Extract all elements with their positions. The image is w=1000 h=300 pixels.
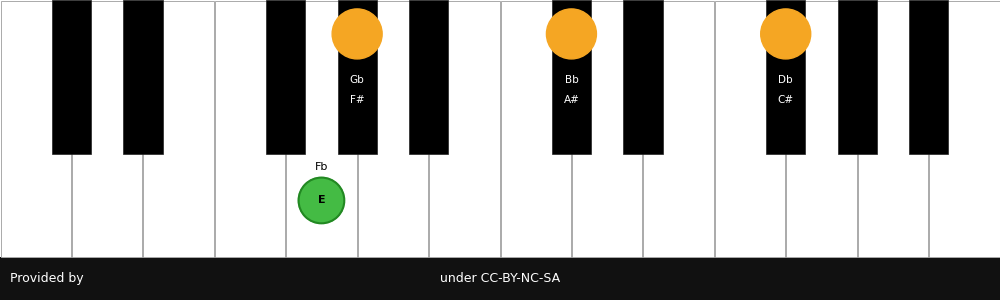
Bar	[552, 0, 591, 154]
Bar	[838, 0, 877, 154]
Text: A#: A#	[563, 95, 579, 105]
Text: Provided by: Provided by	[10, 272, 84, 285]
Bar	[266, 0, 305, 154]
Bar	[0, 1, 71, 257]
Bar	[786, 1, 857, 257]
Text: C#: C#	[778, 95, 794, 105]
Text: F#: F#	[350, 95, 364, 105]
Bar	[123, 0, 162, 154]
Bar	[715, 1, 785, 257]
Text: Gb: Gb	[350, 75, 365, 85]
Text: Db: Db	[778, 75, 793, 85]
Bar	[409, 0, 448, 154]
Bar	[429, 1, 500, 257]
Text: Bb: Bb	[565, 75, 578, 85]
Bar	[501, 1, 571, 257]
Bar	[52, 0, 91, 154]
Bar	[358, 1, 428, 257]
Bar	[766, 0, 805, 154]
Bar	[858, 1, 928, 257]
Text: E: E	[318, 196, 325, 206]
Bar	[572, 1, 642, 257]
Text: Fb: Fb	[315, 162, 328, 172]
Bar	[909, 0, 948, 154]
Bar	[72, 1, 142, 257]
Bar	[143, 1, 214, 257]
Bar	[0, 257, 1000, 300]
Bar	[929, 1, 1000, 257]
Circle shape	[299, 178, 344, 223]
Bar	[338, 0, 377, 154]
Circle shape	[761, 9, 811, 59]
Bar	[623, 0, 663, 154]
Text: under CC-BY-NC-SA: under CC-BY-NC-SA	[440, 272, 560, 285]
Circle shape	[546, 9, 596, 59]
Circle shape	[332, 9, 382, 59]
Bar	[286, 1, 357, 257]
Bar	[643, 1, 714, 257]
Bar	[215, 1, 285, 257]
